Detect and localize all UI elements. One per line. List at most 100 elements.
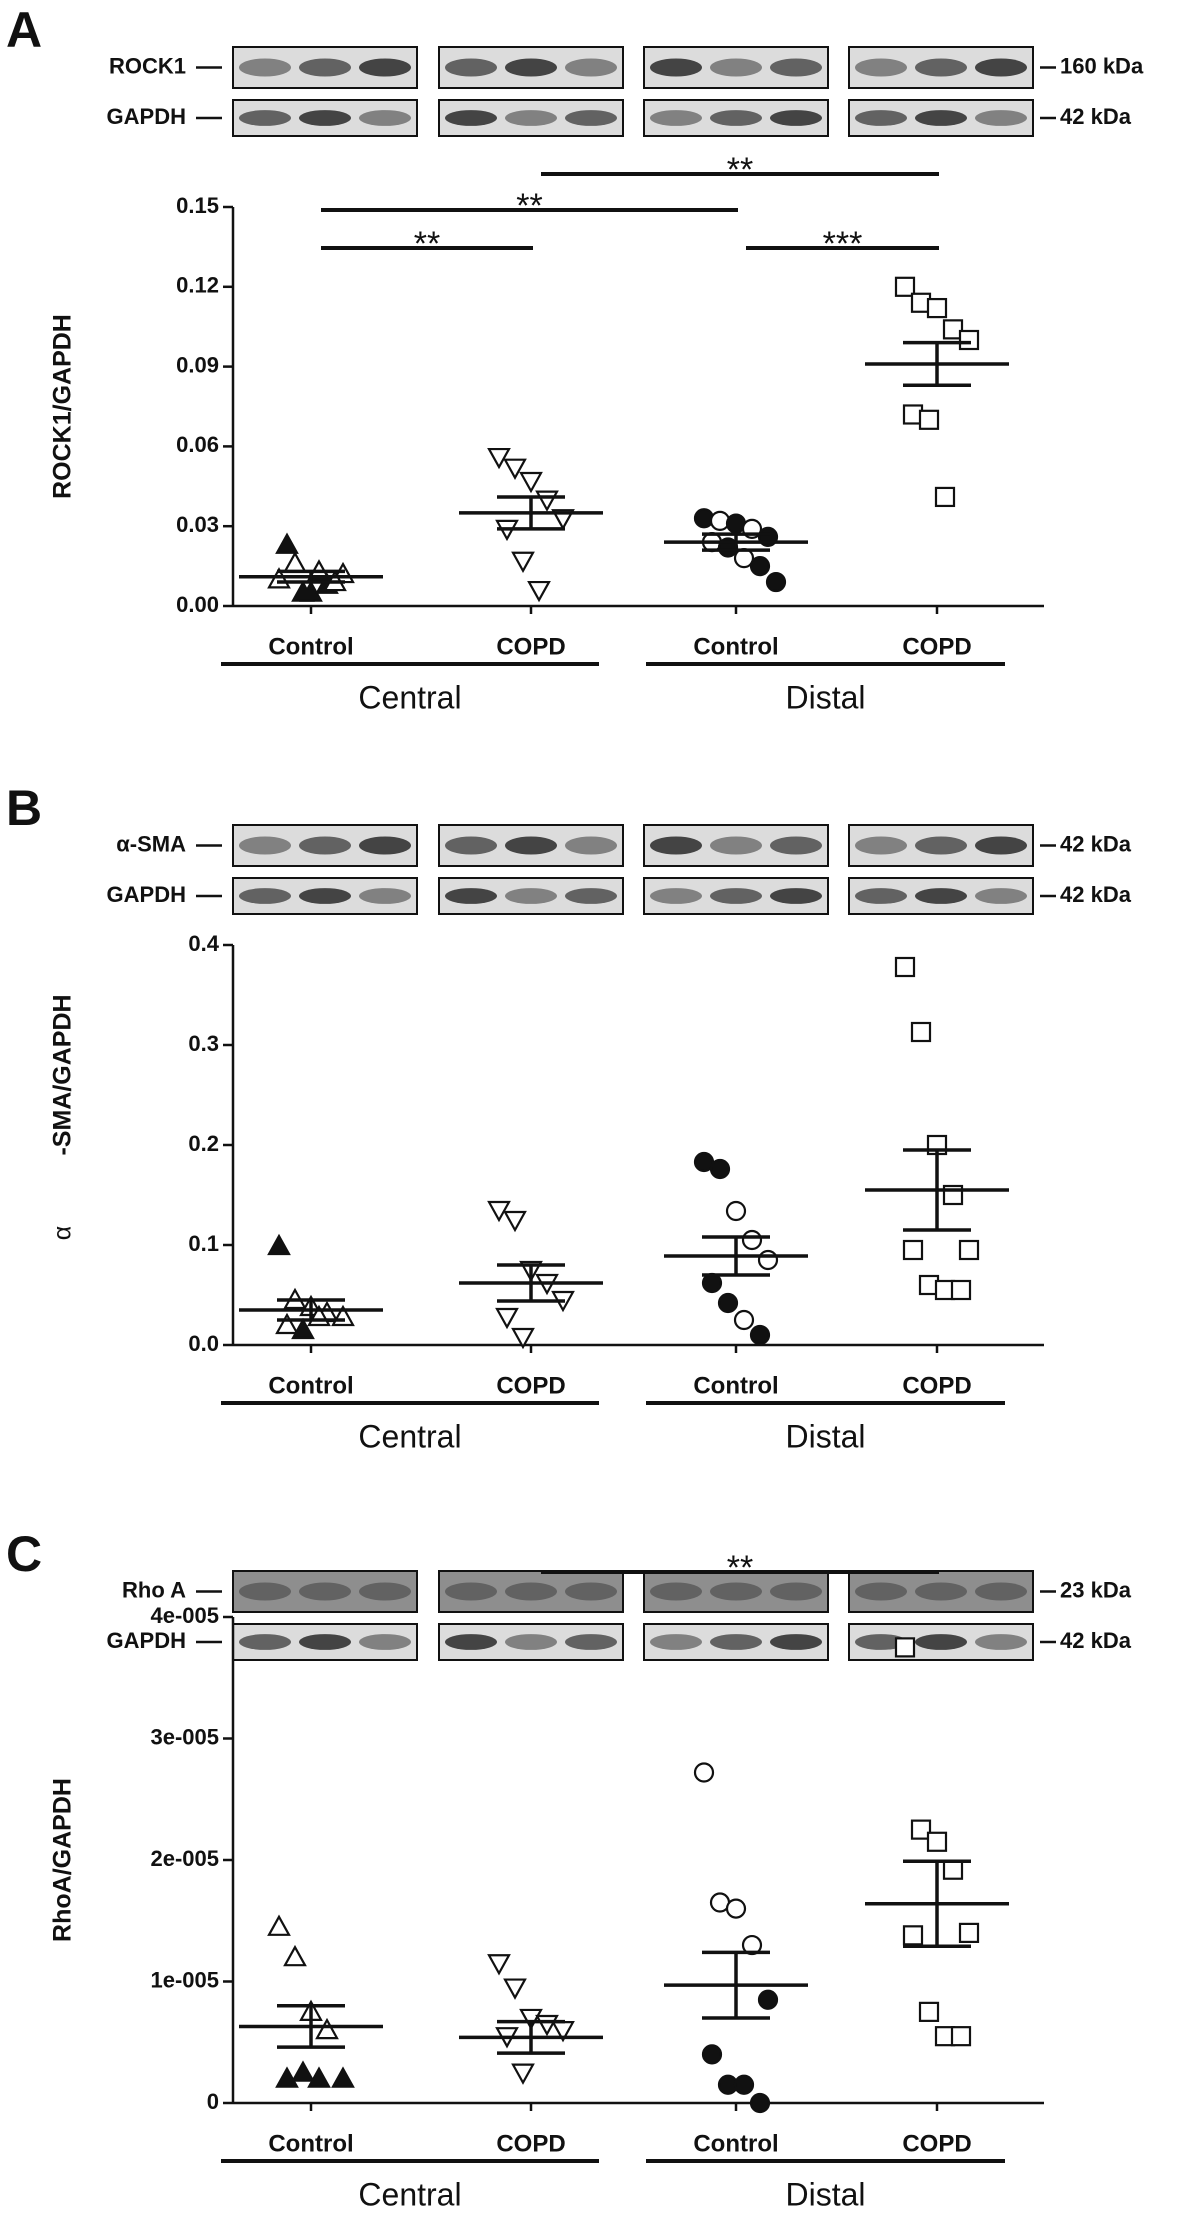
blot-band — [975, 1634, 1027, 1650]
blot-band — [299, 58, 351, 77]
data-point — [902, 1925, 924, 1946]
y-axis-label: RhoA/GAPDH — [49, 1778, 77, 1942]
blot-band — [975, 888, 1027, 904]
blot-band — [915, 1582, 967, 1601]
blot-band — [975, 1582, 1027, 1601]
blot-band — [975, 58, 1027, 77]
y-axis-label: ROCK1/GAPDH — [49, 314, 77, 499]
y-tick-label: 0.2 — [188, 1131, 219, 1156]
blot-band — [299, 1582, 351, 1601]
y-tick-label: 1e-005 — [150, 1967, 219, 1992]
data-point — [765, 571, 787, 593]
blot-band — [239, 836, 291, 855]
data-point — [757, 1249, 779, 1271]
blot-band — [445, 836, 497, 855]
data-point — [950, 2026, 972, 2047]
data-point — [942, 319, 964, 340]
blot-band — [445, 110, 497, 126]
data-point — [894, 276, 916, 297]
blot-band — [359, 110, 411, 126]
blot-size: 23 kDa — [1060, 1577, 1132, 1602]
blot-band — [239, 58, 291, 77]
data-point — [283, 551, 307, 573]
data-point — [535, 490, 559, 512]
group-label: Central — [358, 679, 461, 715]
blot-size: 42 kDa — [1060, 882, 1132, 907]
y-tick-label: 0.3 — [188, 1031, 219, 1056]
blot-band — [710, 888, 762, 904]
y-tick-label: 0.1 — [188, 1231, 219, 1256]
x-tick-label: Control — [693, 633, 778, 660]
group-label: Distal — [785, 1418, 865, 1454]
blot-band — [565, 888, 617, 904]
blot-band — [915, 888, 967, 904]
blot-band — [770, 836, 822, 855]
data-point — [495, 1307, 519, 1330]
blot-band — [915, 836, 967, 855]
data-point — [275, 2066, 299, 2088]
data-point — [315, 2017, 339, 2040]
data-point — [511, 2063, 535, 2085]
data-point — [519, 471, 543, 494]
blot-band — [855, 1582, 907, 1601]
blot-band — [650, 1582, 702, 1601]
x-tick-label: COPD — [902, 633, 971, 660]
blot-band — [770, 110, 822, 126]
blot-band — [650, 1634, 702, 1650]
significance-label: ** — [516, 187, 542, 225]
blot-band — [445, 1582, 497, 1601]
blot-band — [915, 58, 967, 77]
blot-band — [359, 888, 411, 904]
blot-band — [710, 110, 762, 126]
blot-band — [855, 888, 907, 904]
blot-band — [445, 58, 497, 77]
x-tick-label: COPD — [496, 2130, 565, 2157]
blot-band — [975, 110, 1027, 126]
blot-band — [710, 58, 762, 77]
blot-band — [505, 1634, 557, 1650]
y-tick-label: 0 — [207, 2089, 219, 2114]
data-point — [701, 2044, 723, 2065]
y-tick-label: 0.03 — [176, 512, 219, 537]
group-label: Distal — [785, 2176, 865, 2212]
blot-band — [975, 836, 1027, 855]
data-point — [503, 458, 527, 480]
y-tick-label: 4e-005 — [150, 1603, 219, 1628]
y-tick-label: 0.06 — [176, 432, 219, 457]
x-tick-label: Control — [693, 2130, 778, 2157]
data-point — [291, 580, 315, 602]
blot-label: GAPDH — [107, 882, 186, 907]
blot-band — [770, 1634, 822, 1650]
data-point — [733, 1309, 755, 1331]
blot-label: Rho A — [122, 1577, 186, 1602]
data-point — [749, 2092, 771, 2114]
blot-band — [770, 888, 822, 904]
blot-label: GAPDH — [107, 104, 186, 129]
significance-label: ** — [414, 225, 440, 263]
significance-label: ** — [727, 151, 753, 189]
blot-band — [359, 1582, 411, 1601]
data-point — [725, 1200, 747, 1222]
significance-label: *** — [823, 225, 863, 263]
blot-size: 42 kDa — [1060, 831, 1132, 856]
group-label: Central — [358, 2176, 461, 2212]
data-point — [291, 2060, 315, 2082]
blot-size: 42 kDa — [1060, 104, 1132, 129]
panel-letter: A — [6, 2, 42, 58]
blot-band — [505, 58, 557, 77]
blot-frame — [643, 1570, 829, 1613]
data-point — [267, 1914, 291, 1936]
data-point — [503, 1978, 527, 2000]
blot-band — [239, 1582, 291, 1601]
y-tick-label: 0.12 — [176, 273, 219, 298]
data-point — [918, 409, 940, 430]
data-point — [717, 1292, 739, 1314]
blot-band — [445, 888, 497, 904]
blot-band — [770, 58, 822, 77]
data-point — [511, 551, 535, 574]
blot-band — [359, 1634, 411, 1650]
blot-label: α-SMA — [116, 831, 186, 856]
blot-band — [299, 1634, 351, 1650]
blot-band — [855, 1634, 907, 1650]
